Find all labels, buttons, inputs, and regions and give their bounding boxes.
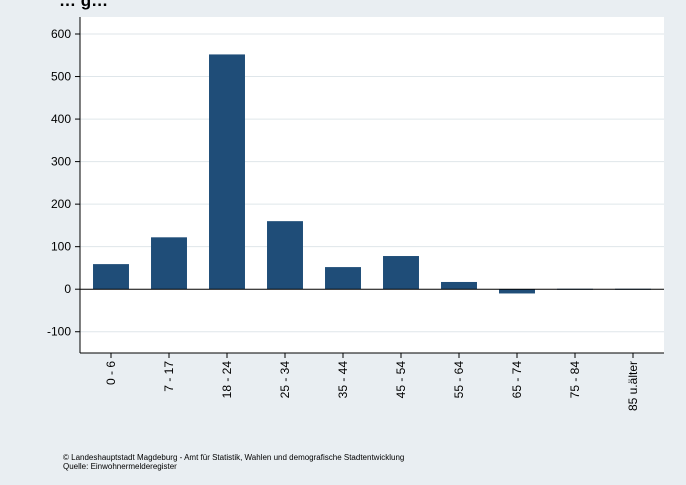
bar — [325, 267, 361, 290]
y-tick-label: 400 — [51, 112, 71, 126]
x-tick-label: 65 - 74 — [510, 361, 524, 399]
x-tick-label: 7 - 17 — [162, 361, 176, 392]
x-tick-label: 18 - 24 — [220, 361, 234, 399]
x-tick-label: 75 - 84 — [568, 361, 582, 399]
y-tick-label: 300 — [51, 155, 71, 169]
bar — [499, 289, 535, 294]
source-text: Quelle: Einwohnermelderegister — [63, 462, 177, 471]
gridlines — [80, 33, 664, 333]
x-tick-label: 35 - 44 — [336, 361, 350, 399]
bar — [267, 221, 303, 290]
x-tick-label: 85 u.älter — [626, 361, 640, 411]
chart-title: … g… — [59, 0, 109, 10]
bar — [93, 264, 129, 290]
y-tick-label: -100 — [47, 325, 71, 339]
x-tick-label: 55 - 64 — [452, 361, 466, 399]
copyright-text: © Landeshauptstadt Magdeburg - Amt für S… — [63, 453, 405, 462]
x-tick-label: 25 - 34 — [278, 361, 292, 399]
bars — [93, 54, 651, 294]
x-tick-label: 0 - 6 — [104, 361, 118, 385]
bar — [151, 237, 187, 290]
y-tick-label: 600 — [51, 27, 71, 41]
bar — [441, 281, 477, 290]
x-tick-label: 45 - 54 — [394, 361, 408, 399]
bar — [383, 256, 419, 290]
bar-chart: -100 0 100 200 300 400 500 600 0 - 6 7 - 17 18 - … — [47, 17, 664, 411]
y-tick-label: 200 — [51, 197, 71, 211]
footer: © Landeshauptstadt Magdeburg - Amt für S… — [63, 453, 404, 471]
x-axis: 0 - 6 7 - 17 18 - 24 25 - 34 35 - 44 45 - 54 5… — [80, 352, 664, 411]
bar — [209, 54, 245, 290]
y-axis: -100 0 100 200 300 400 500 600 — [47, 17, 81, 353]
y-tick-label: 500 — [51, 70, 71, 84]
y-tick-label: 0 — [64, 282, 71, 296]
plot-area — [80, 17, 664, 353]
y-tick-label: 100 — [51, 240, 71, 254]
